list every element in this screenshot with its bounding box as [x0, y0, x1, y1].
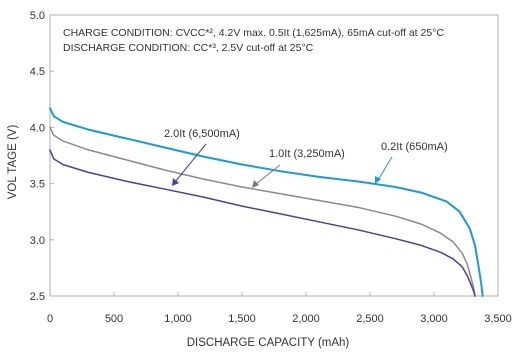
series-label-0-2it-arrowhead: [375, 176, 381, 184]
y-axis-title: VOL TAGE (V): [7, 125, 19, 200]
series-label-1-0it: 1.0It (3,250mA): [269, 148, 345, 160]
series-label-2-0it-arrow: [174, 143, 207, 183]
charge-condition-annotation: CHARGE CONDITION: CVCC*², 4.2V max. 0.5I…: [63, 27, 444, 39]
series-label-0-2it-arrow: [377, 156, 393, 181]
x-tick-label: 2,000: [292, 313, 320, 325]
x-tick-label: 2,500: [356, 313, 384, 325]
x-tick-label: 500: [105, 313, 123, 325]
y-tick-label: 5.0: [30, 10, 45, 22]
series-lines: [49, 107, 484, 297]
series-label-1-0it-arrow: [255, 164, 281, 185]
x-axis-title: DISCHARGE CAPACITY (mAh): [187, 337, 350, 349]
x-tick-label: 1,000: [164, 313, 192, 325]
plot-frame: [49, 14, 499, 297]
x-axis: 0 500 1,000 1,500 2,000 2,500 3,000 3,500: [47, 292, 512, 325]
discharge-condition-annotation: DISCHARGE CONDITION: CC*³, 2.5V cut-off …: [63, 42, 314, 54]
series-label-0-2it: 0.2It (650mA): [381, 141, 448, 153]
series-line-2-0it: [49, 149, 476, 297]
series-line-0-2it: [49, 107, 484, 297]
y-tick-label: 4.5: [30, 66, 45, 78]
series-line-1-0it: [49, 126, 476, 297]
series-label-2-0it-arrowhead: [172, 178, 179, 186]
y-tick-label: 4.0: [30, 122, 45, 134]
y-tick-label: 2.5: [30, 291, 45, 303]
x-tick-label: 0: [47, 313, 53, 325]
x-tick-label: 3,000: [420, 313, 448, 325]
x-tick-label: 3,500: [484, 313, 512, 325]
series-label-2-0it: 2.0It (6,500mA): [164, 128, 240, 140]
y-axis: 2.5 3.0 3.5 4.0 4.5 5.0: [30, 10, 54, 303]
y-tick-label: 3.0: [30, 235, 45, 247]
x-tick-label: 1,500: [228, 313, 256, 325]
series-label-1-0it-arrowhead: [252, 180, 259, 188]
y-tick-label: 3.5: [30, 179, 45, 191]
